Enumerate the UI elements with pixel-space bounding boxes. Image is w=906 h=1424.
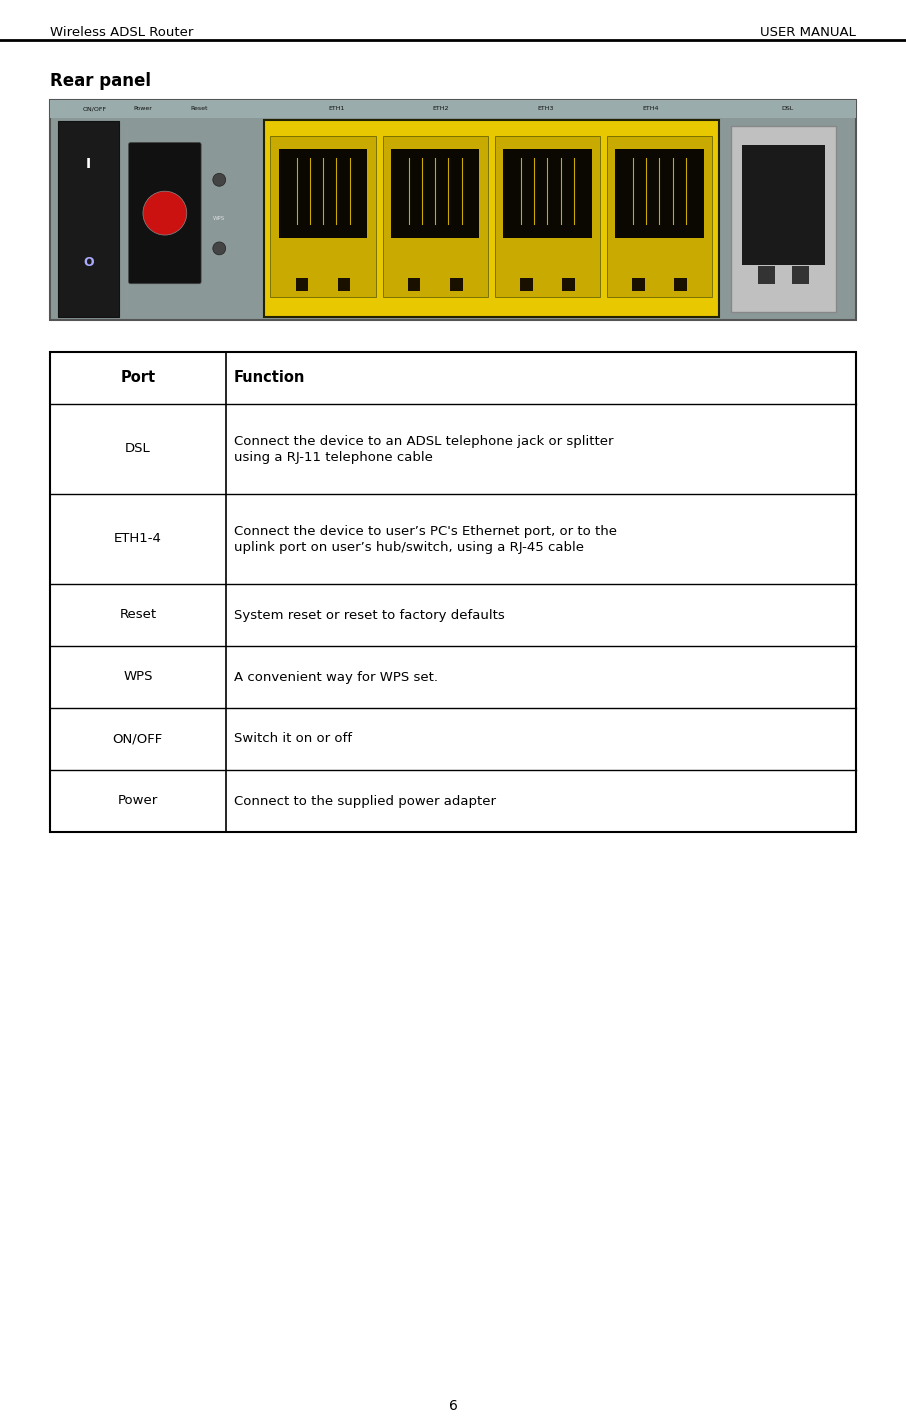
Text: Rear panel: Rear panel (50, 73, 151, 90)
Text: DSL: DSL (125, 443, 150, 456)
Bar (615, 148, 704, 238)
Text: Power: Power (118, 795, 158, 807)
Text: ETH1-4: ETH1-4 (114, 533, 162, 545)
Text: using a RJ-11 telephone cable: using a RJ-11 telephone cable (234, 450, 432, 463)
Bar (295, 278, 308, 290)
Text: ETH2: ETH2 (433, 107, 449, 111)
Bar (58, 121, 119, 318)
Text: ETH3: ETH3 (537, 107, 554, 111)
FancyBboxPatch shape (129, 142, 201, 283)
Bar (495, 135, 600, 298)
Bar (741, 145, 825, 265)
Text: 6: 6 (448, 1398, 458, 1413)
Text: uplink port on user’s hub/switch, using a RJ-45 cable: uplink port on user’s hub/switch, using … (234, 541, 583, 554)
Text: Wireless ADSL Router: Wireless ADSL Router (50, 26, 193, 38)
Text: Reset: Reset (120, 608, 157, 621)
Text: Connect to the supplied power adapter: Connect to the supplied power adapter (234, 795, 496, 807)
Text: Reset: Reset (190, 107, 207, 111)
Bar (50, 100, 856, 320)
Bar (50, 352, 856, 832)
Circle shape (213, 174, 226, 187)
Bar (520, 278, 533, 290)
Bar (382, 135, 487, 298)
Bar (279, 148, 367, 238)
Text: ETH1: ETH1 (328, 107, 344, 111)
Text: WPS: WPS (123, 671, 152, 684)
Bar (632, 278, 645, 290)
Text: Connect the device to user’s PC's Ethernet port, or to the: Connect the device to user’s PC's Ethern… (234, 524, 617, 537)
Circle shape (213, 242, 226, 255)
Text: O: O (83, 256, 93, 269)
Bar (450, 278, 463, 290)
Bar (338, 278, 351, 290)
Bar (731, 125, 836, 312)
Text: Power: Power (133, 107, 152, 111)
Bar (758, 265, 775, 285)
Bar (674, 278, 687, 290)
Bar (562, 278, 574, 290)
Bar (503, 148, 592, 238)
Text: A convenient way for WPS set.: A convenient way for WPS set. (234, 671, 438, 684)
Text: WPS: WPS (213, 216, 226, 222)
Bar (792, 265, 809, 285)
Text: I: I (86, 157, 91, 171)
Text: USER MANUAL: USER MANUAL (760, 26, 856, 38)
Bar (607, 135, 712, 298)
Text: System reset or reset to factory defaults: System reset or reset to factory default… (234, 608, 505, 621)
Text: Connect the device to an ADSL telephone jack or splitter: Connect the device to an ADSL telephone … (234, 434, 613, 447)
Bar (408, 278, 420, 290)
Text: ETH4: ETH4 (642, 107, 659, 111)
Text: ON/OFF: ON/OFF (82, 107, 106, 111)
Text: DSL: DSL (781, 107, 794, 111)
Text: Port: Port (120, 370, 156, 386)
Text: Function: Function (234, 370, 305, 386)
Text: ON/OFF: ON/OFF (112, 732, 163, 746)
Bar (391, 148, 479, 238)
Circle shape (143, 191, 187, 235)
Bar (264, 120, 719, 318)
Text: Switch it on or off: Switch it on or off (234, 732, 352, 746)
Bar (50, 100, 856, 118)
Bar (270, 135, 376, 298)
